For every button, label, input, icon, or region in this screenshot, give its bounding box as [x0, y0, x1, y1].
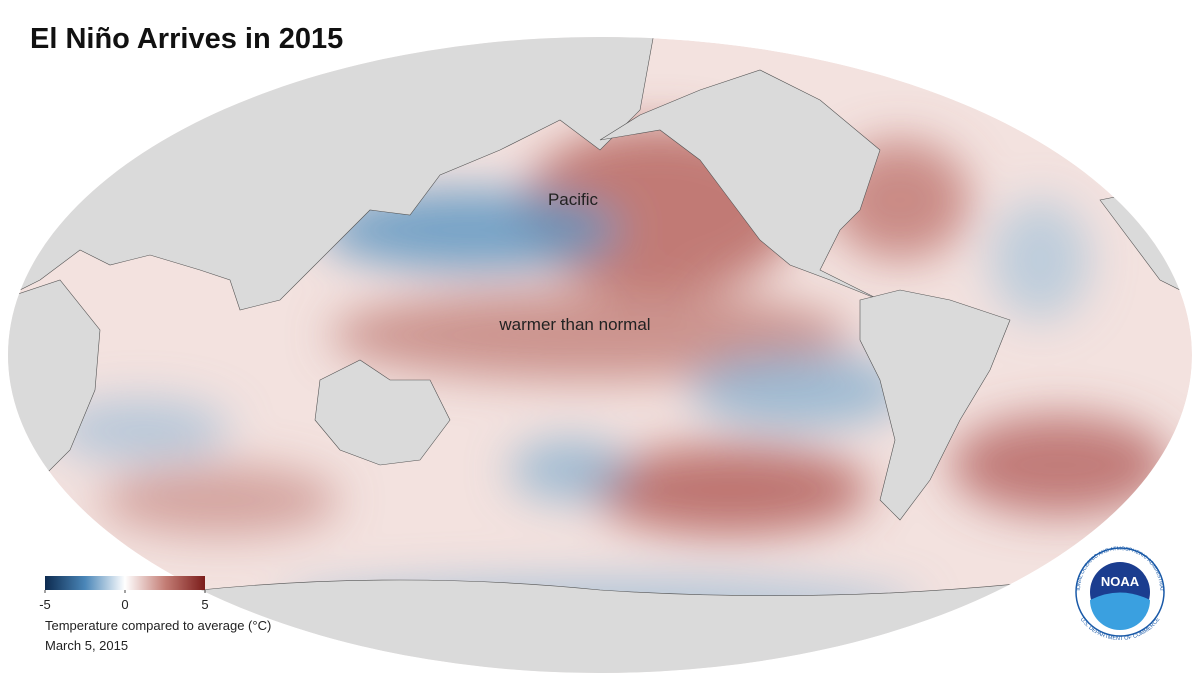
- tick-label: 0: [121, 597, 128, 612]
- colorbar: [45, 576, 205, 590]
- date: March 5, 2015: [45, 638, 128, 653]
- map-label: warmer than normal: [498, 315, 650, 334]
- anomaly-field: [50, 125, 1170, 630]
- title: El Niño Arrives in 2015: [30, 23, 343, 55]
- logo-name: NOAA: [1101, 574, 1140, 589]
- tick-label: -5: [39, 597, 51, 612]
- map-label: Pacific: [548, 190, 599, 209]
- tick-label: 5: [201, 597, 208, 612]
- logo-wave: [1090, 592, 1150, 630]
- legend: Temperature compared to average (°C) Mar…: [39, 576, 271, 653]
- legend-caption: Temperature compared to average (°C): [45, 618, 271, 633]
